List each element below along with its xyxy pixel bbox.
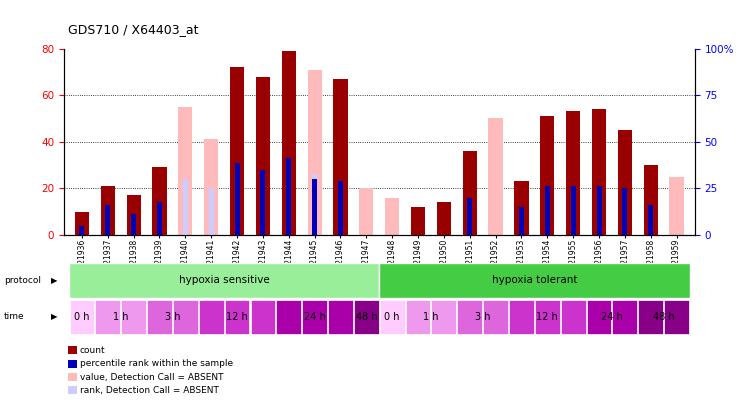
Bar	[75, 211, 89, 235]
Bar	[623, 188, 627, 235]
Text: hypoxia sensitive: hypoxia sensitive	[179, 275, 270, 286]
Text: 3 h: 3 h	[164, 312, 180, 322]
Text: time: time	[4, 312, 24, 322]
Bar	[204, 139, 219, 235]
Bar	[312, 179, 317, 235]
Bar	[571, 186, 576, 235]
Bar	[544, 186, 550, 235]
Text: 1 h: 1 h	[424, 312, 439, 322]
Bar	[644, 198, 658, 235]
Text: count: count	[80, 346, 105, 355]
Text: 0 h: 0 h	[74, 312, 89, 322]
Bar	[230, 67, 244, 235]
Bar	[80, 226, 84, 235]
Text: 3 h: 3 h	[475, 312, 490, 322]
Bar	[618, 130, 632, 235]
Bar	[411, 207, 425, 235]
Bar	[282, 51, 296, 235]
Bar	[359, 188, 373, 235]
Bar	[152, 167, 167, 235]
Text: rank, Detection Call = ABSENT: rank, Detection Call = ABSENT	[80, 386, 219, 395]
Text: 12 h: 12 h	[226, 312, 248, 322]
Text: ▶: ▶	[51, 276, 58, 285]
Bar	[519, 207, 524, 235]
Bar	[488, 118, 502, 235]
Bar	[385, 198, 400, 235]
Bar	[648, 205, 653, 235]
Bar	[209, 188, 214, 235]
Text: 24 h: 24 h	[601, 312, 623, 322]
Bar	[441, 219, 447, 235]
Text: hypoxia tolerant: hypoxia tolerant	[492, 275, 577, 286]
Bar	[514, 181, 529, 235]
Bar	[286, 158, 291, 235]
Text: 12 h: 12 h	[536, 312, 558, 322]
Text: 0 h: 0 h	[385, 312, 400, 322]
Bar	[182, 179, 188, 235]
Bar	[644, 165, 658, 235]
Bar	[669, 177, 683, 235]
Bar	[307, 70, 321, 235]
Bar	[312, 175, 318, 235]
Bar	[131, 214, 136, 235]
Bar	[566, 111, 581, 235]
Bar	[596, 186, 602, 235]
Text: protocol: protocol	[4, 276, 41, 285]
Bar	[592, 109, 606, 235]
Bar	[540, 116, 554, 235]
Text: percentile rank within the sample: percentile rank within the sample	[80, 359, 233, 368]
Text: value, Detection Call = ABSENT: value, Detection Call = ABSENT	[80, 373, 223, 382]
Text: 48 h: 48 h	[653, 312, 674, 322]
Bar	[126, 195, 140, 235]
Bar	[256, 77, 270, 235]
Text: 24 h: 24 h	[303, 312, 325, 322]
Text: 48 h: 48 h	[355, 312, 377, 322]
Bar	[261, 170, 265, 235]
Bar	[101, 186, 115, 235]
Bar	[105, 205, 110, 235]
Bar	[415, 219, 421, 235]
Bar	[333, 79, 348, 235]
Bar	[467, 198, 472, 235]
Text: ▶: ▶	[51, 312, 58, 322]
Bar	[234, 163, 240, 235]
Bar	[157, 202, 162, 235]
Bar	[648, 200, 653, 235]
Bar	[178, 107, 192, 235]
Bar	[437, 202, 451, 235]
Bar	[463, 151, 477, 235]
Bar	[338, 181, 343, 235]
Text: 1 h: 1 h	[113, 312, 128, 322]
Text: GDS710 / X64403_at: GDS710 / X64403_at	[68, 23, 198, 36]
